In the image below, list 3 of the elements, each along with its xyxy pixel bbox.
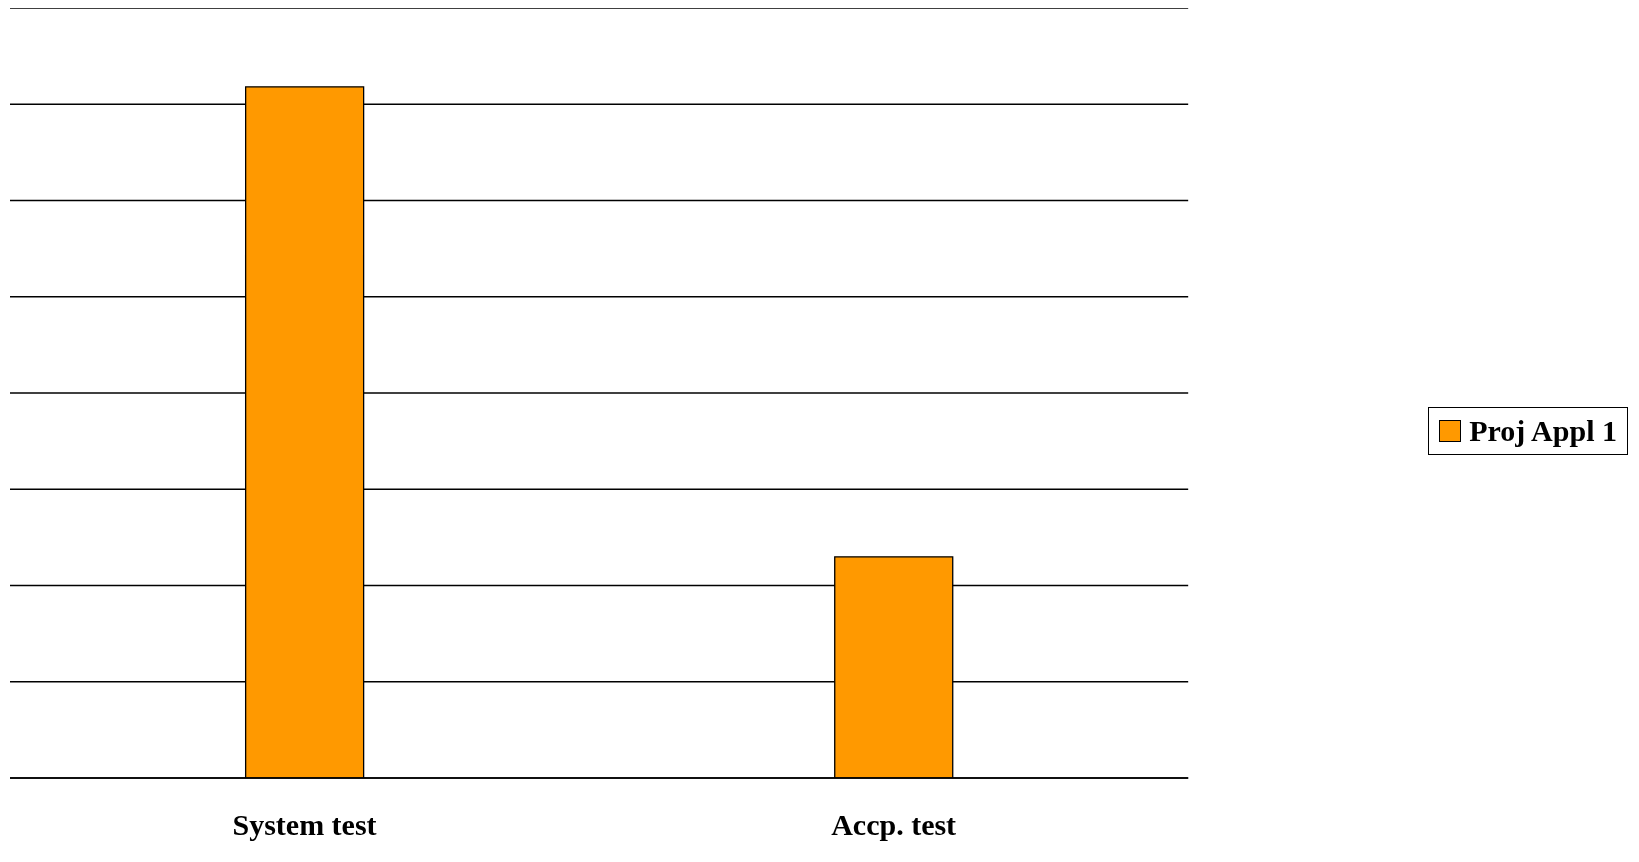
x-tick-label: System test — [232, 808, 377, 842]
legend-label: Proj Appl 1 — [1469, 413, 1617, 448]
x-tick-label: Accp. test — [831, 808, 957, 842]
